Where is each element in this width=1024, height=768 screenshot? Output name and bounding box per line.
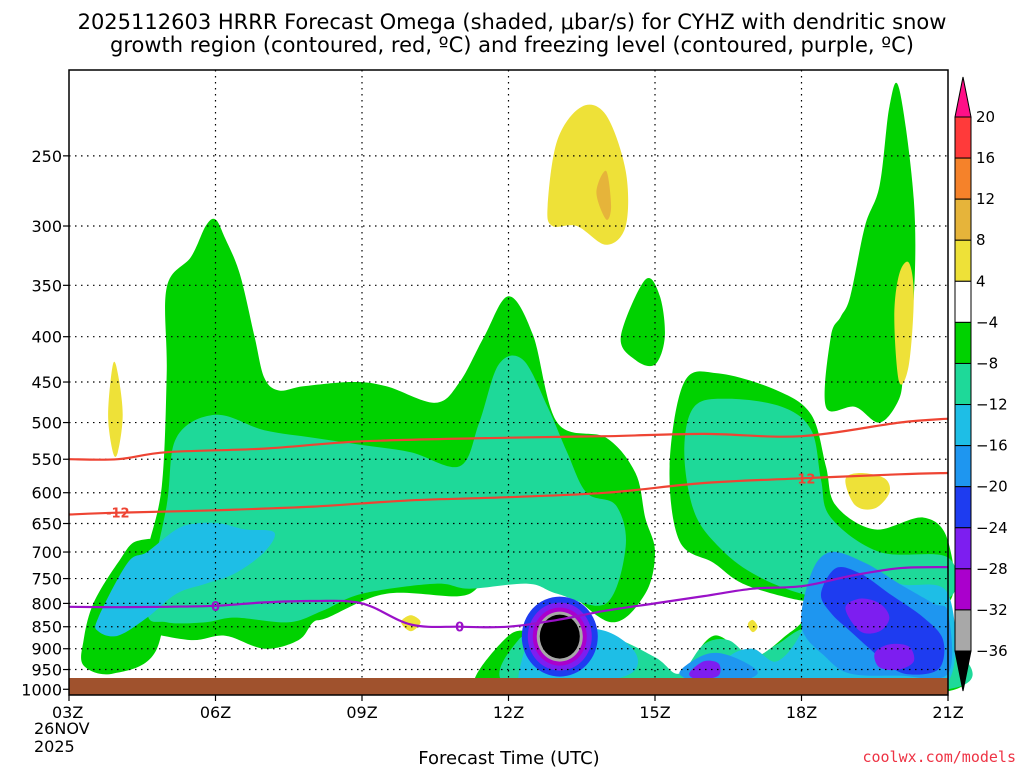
omega-core-black bbox=[539, 614, 580, 659]
colorbar-label-10: −24 bbox=[976, 519, 1008, 537]
omega-region-20 bbox=[894, 261, 914, 385]
colorbar-label-6: −8 bbox=[976, 354, 998, 372]
contour-minus12-lower bbox=[68, 471, 949, 516]
x-tick-label-9z: 09Z bbox=[346, 703, 377, 722]
y-tick-label-450: 450 bbox=[31, 373, 62, 392]
chart-title-line-1: 2025112603 HRRR Forecast Omega (shaded, … bbox=[78, 10, 947, 34]
y-tick-label-1000: 1000 bbox=[21, 680, 62, 699]
colorbar-box-2 bbox=[954, 157, 972, 200]
colorbar-box-9 bbox=[954, 445, 972, 488]
temperature-contours: -12 12 0 0 bbox=[68, 417, 949, 636]
omega-region-17 bbox=[689, 660, 721, 680]
y-tick-label-600: 600 bbox=[31, 484, 62, 503]
y-tick-label-350: 350 bbox=[31, 276, 62, 295]
omega-region-18 bbox=[108, 361, 123, 457]
x-axis-label: Forecast Time (UTC) bbox=[418, 748, 599, 768]
colorbar-box-5 bbox=[954, 280, 972, 323]
date-label-year: 2025 bbox=[34, 737, 75, 756]
colorbar-label-8: −16 bbox=[976, 437, 1008, 455]
time-axis: 03Z 06Z 09Z 12Z 15Z 18Z 21Z bbox=[52, 695, 964, 722]
credit-link[interactable]: coolwx.com/models bbox=[862, 748, 1016, 766]
y-tick-label-900: 900 bbox=[31, 640, 62, 659]
y-tick-label-300: 300 bbox=[31, 217, 62, 236]
omega-region-3 bbox=[824, 82, 916, 423]
omega-region-4 bbox=[620, 277, 665, 367]
y-tick-label-550: 550 bbox=[31, 450, 62, 469]
colorbar-box-10 bbox=[954, 486, 972, 529]
x-tick-label-3z: 03Z bbox=[52, 703, 83, 722]
colorbar-box-8 bbox=[954, 404, 972, 447]
omega-region-23 bbox=[747, 619, 758, 633]
contour-label-0: -12 bbox=[106, 507, 130, 522]
colorbar-box-12 bbox=[954, 568, 972, 611]
contour-label-2: 0 bbox=[211, 600, 220, 615]
contour-minus12-upper bbox=[68, 417, 949, 461]
y-tick-label-400: 400 bbox=[31, 328, 62, 347]
y-tick-label-750: 750 bbox=[31, 570, 62, 589]
colorbar-label-12: −32 bbox=[976, 601, 1008, 619]
colorbar-box-13 bbox=[954, 609, 972, 652]
x-tick-label-12z: 12Z bbox=[493, 703, 524, 722]
y-tick-label-500: 500 bbox=[31, 414, 62, 433]
omega-region-8 bbox=[684, 398, 958, 605]
omega-region-19 bbox=[547, 104, 629, 245]
colorbar-label-11: −28 bbox=[976, 560, 1008, 578]
y-tick-label-700: 700 bbox=[31, 543, 62, 562]
colorbar-box-11 bbox=[954, 527, 972, 570]
omega-region-24 bbox=[596, 170, 612, 220]
omega-region-15 bbox=[845, 598, 890, 634]
contour-freezing bbox=[68, 566, 949, 629]
colorbar-label-13: −36 bbox=[976, 642, 1008, 660]
colorbar-label-3: 8 bbox=[976, 231, 986, 249]
omega-region-16 bbox=[874, 643, 915, 671]
plot-area bbox=[81, 82, 973, 695]
colorbar-legend: 20 16 12 8 4 −4 −8 −12 −16 −20 −24 −28 −32 −36 bbox=[954, 76, 1008, 692]
colorbar-arrow-top bbox=[954, 76, 972, 118]
grid-lines bbox=[69, 70, 948, 695]
pressure-axis: 250 300 350 400 450 500 550 600 650 700 750 800 850 9… bbox=[21, 147, 69, 699]
y-tick-label-950: 950 bbox=[31, 661, 62, 680]
colorbar-label-0: 20 bbox=[976, 108, 995, 126]
colorbar-box-1 bbox=[954, 116, 972, 159]
colorbar-box-3 bbox=[954, 198, 972, 241]
ground-surface-bar bbox=[69, 678, 948, 695]
date-label-day: 26NOV bbox=[34, 719, 90, 738]
colorbar-label-7: −12 bbox=[976, 396, 1008, 414]
y-tick-label-850: 850 bbox=[31, 618, 62, 637]
y-tick-label-800: 800 bbox=[31, 594, 62, 613]
colorbar-label-9: −20 bbox=[976, 478, 1008, 496]
colorbar-box-6 bbox=[954, 321, 972, 364]
y-tick-label-650: 650 bbox=[31, 515, 62, 534]
y-tick-label-250: 250 bbox=[31, 147, 62, 166]
x-tick-label-18z: 18Z bbox=[786, 703, 817, 722]
contour-label-3: 0 bbox=[455, 621, 464, 636]
x-tick-label-15z: 15Z bbox=[639, 703, 670, 722]
colorbar-label-1: 16 bbox=[976, 149, 995, 167]
colorbar-box-7 bbox=[954, 362, 972, 406]
colorbar-label-4: 4 bbox=[976, 272, 986, 290]
colorbar-label-5: −4 bbox=[976, 313, 998, 331]
chart-title-line-2: growth region (contoured, red, ºC) and f… bbox=[110, 33, 914, 57]
x-tick-label-21z: 21Z bbox=[932, 703, 963, 722]
colorbar-arrow-bottom bbox=[954, 650, 972, 692]
colorbar-label-2: 12 bbox=[976, 190, 995, 208]
contour-label-1: 12 bbox=[797, 472, 815, 487]
omega-region-6 bbox=[147, 355, 627, 624]
omega-region-21 bbox=[845, 472, 890, 510]
x-tick-label-6z: 06Z bbox=[200, 703, 231, 722]
colorbar-box-4 bbox=[954, 239, 972, 282]
